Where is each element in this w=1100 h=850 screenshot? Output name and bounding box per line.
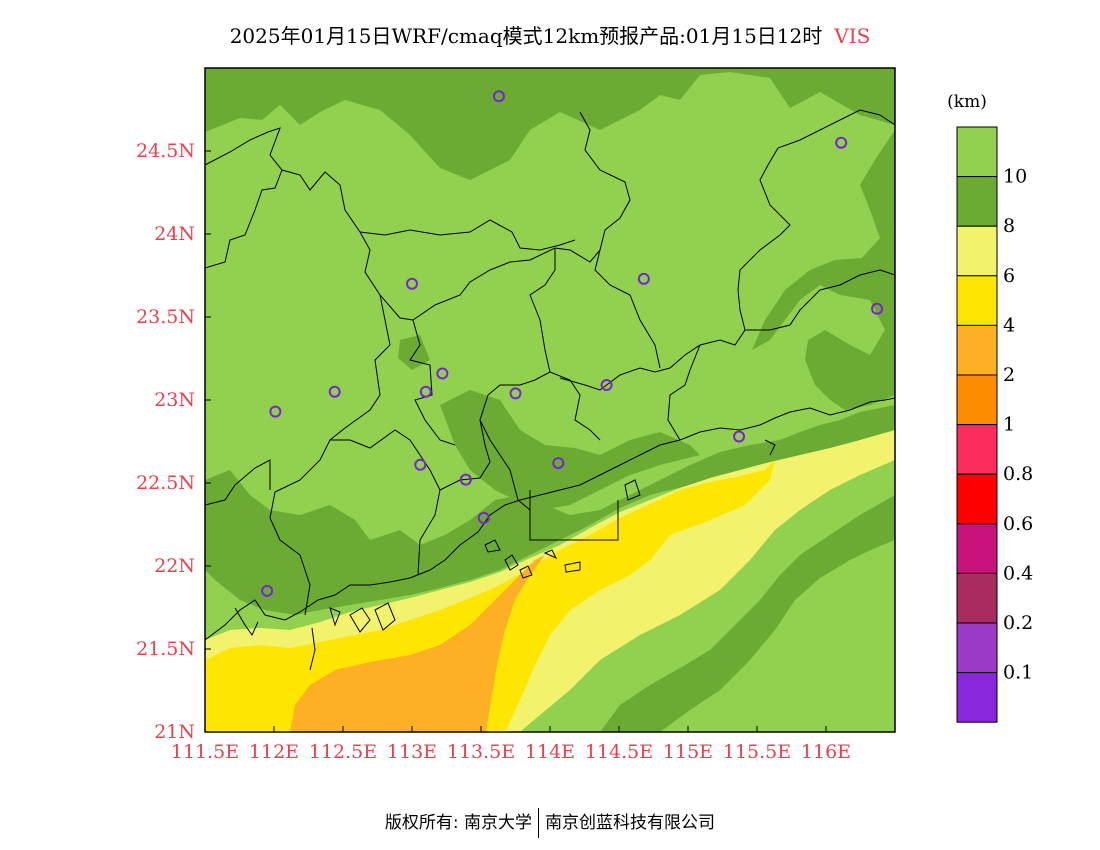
copyright-right: 南京创蓝科技有限公司	[545, 813, 716, 833]
station-marker	[261, 584, 274, 597]
legend-swatch	[956, 473, 998, 525]
station-marker	[414, 458, 427, 471]
station-marker	[600, 379, 613, 392]
lat-tick-label: 24.5N	[136, 140, 195, 162]
band-8km-east	[752, 130, 895, 410]
legend-swatch	[956, 225, 998, 277]
coastline	[205, 397, 895, 671]
legend-label: 0.6	[1003, 513, 1033, 535]
lat-tick-label: 24N	[154, 223, 195, 245]
legend-swatch	[956, 126, 998, 178]
band-8km-north	[205, 68, 895, 180]
legend-label: 0.2	[1003, 612, 1033, 634]
footer-separator	[538, 808, 540, 838]
lat-tick-label: 23.5N	[136, 306, 195, 328]
station-marker	[733, 430, 746, 443]
lat-tick-label: 21N	[154, 721, 195, 743]
legend-swatch	[956, 324, 998, 376]
station-marker	[328, 385, 341, 398]
lon-tick-label: 113E	[387, 741, 437, 763]
lat-tick-label: 22N	[154, 555, 195, 577]
station-marker	[419, 385, 432, 398]
lon-tick-label: 114E	[525, 741, 575, 763]
legend-swatch	[956, 622, 998, 674]
lon-tick-label: 115.5E	[723, 741, 791, 763]
legend-swatch	[956, 424, 998, 475]
lat-tick-label: 23N	[154, 389, 195, 411]
lon-tick-label: 112.5E	[309, 741, 377, 763]
legend-label: 0.4	[1003, 562, 1033, 584]
station-marker	[492, 90, 505, 103]
legend-label: 2	[1003, 364, 1015, 386]
legend-swatch	[956, 275, 998, 326]
legend-label: 1	[1003, 414, 1015, 436]
station-marker	[459, 473, 472, 486]
admin-boundaries	[205, 109, 895, 616]
legend-label: 0.8	[1003, 463, 1033, 485]
colorbar-legend: (km) 10 8 6 4 2 1 0.8 0.6 0.4 0.2 0.1	[947, 92, 1033, 723]
copyright-left: 版权所有: 南京大学	[384, 813, 533, 833]
station-markers	[261, 90, 884, 597]
band-8km-center	[398, 335, 430, 370]
station-marker	[477, 511, 490, 524]
station-marker	[509, 387, 522, 400]
legend-swatch	[956, 672, 998, 723]
legend-label: 6	[1003, 265, 1015, 287]
station-marker	[552, 457, 565, 470]
copyright-footer: 版权所有: 南京大学 南京创蓝科技有限公司	[0, 808, 1100, 838]
lat-tick-label: 22.5N	[136, 472, 195, 494]
band-8km-coast	[205, 405, 895, 615]
lon-tick-label: 114.5E	[585, 741, 653, 763]
legend-swatch	[956, 374, 998, 426]
station-marker	[406, 277, 418, 290]
legend-label: 4	[1003, 314, 1015, 336]
legend-swatch	[956, 572, 998, 624]
band-4km	[205, 460, 775, 732]
legend-swatch	[956, 523, 998, 574]
visibility-field	[205, 68, 895, 732]
variable-name: VIS	[834, 24, 871, 48]
lon-tick-label: 115E	[663, 741, 713, 763]
station-marker	[436, 367, 449, 380]
lon-tick-label: 112E	[249, 741, 299, 763]
legend-label: 10	[1003, 166, 1027, 188]
legend-label: 8	[1003, 215, 1015, 237]
title-text: 2025年01月15日WRF/cmaq模式12km预报产品:01月15日12时	[229, 24, 823, 48]
band-2km	[290, 555, 545, 732]
station-marker	[637, 272, 650, 285]
lat-tick-label: 21.5N	[136, 638, 195, 660]
band-8km-center2	[440, 390, 700, 510]
chart-title: 2025年01月15日WRF/cmaq模式12km预报产品:01月15日12时 V…	[0, 20, 1100, 49]
legend-label: 0.1	[1003, 662, 1033, 684]
lon-tick-label: 111.5E	[171, 741, 239, 763]
map-axes: 111.5E 112E 112.5E 113E 113.5E 114E 114.5E 115E…	[136, 140, 851, 763]
legend-swatch	[956, 176, 998, 227]
station-marker	[835, 136, 848, 149]
station-marker	[269, 405, 282, 418]
station-marker	[871, 302, 884, 315]
legend-unit: (km)	[947, 92, 987, 112]
lon-tick-label: 116E	[801, 741, 851, 763]
band-10km-se	[660, 540, 895, 732]
lon-tick-label: 113.5E	[447, 741, 515, 763]
